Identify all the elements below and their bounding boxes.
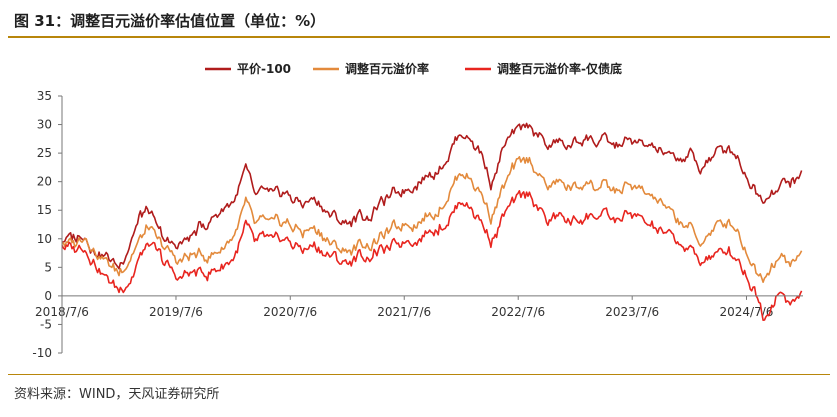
x-axis-ticks: 2018/7/6 2019/7/6 2020/7/6 2021/7/6 2022/7/6…: [35, 295, 774, 319]
x-tick-label: 2020/7/6: [263, 305, 317, 319]
y-tick-label: 5: [44, 260, 52, 274]
legend-label: 调整百元溢价率-仅债底: [497, 61, 622, 76]
y-tick-label: 10: [37, 232, 52, 246]
series-line: [61, 156, 803, 283]
source-note: 资料来源：WIND，天风证券研究所: [14, 387, 220, 402]
y-tick-label: 15: [37, 203, 52, 217]
line-chart: 平价-100 调整百元溢价率 调整百元溢价率-仅债底 35 30 25 20 15 10 5 0 -…: [32, 61, 803, 360]
y-tick-label: -5: [40, 317, 52, 331]
y-tick-label: 35: [37, 89, 52, 103]
figure-title: 图 31：调整百元溢价率估值位置（单位：%）: [14, 12, 326, 30]
legend-label: 平价-100: [237, 62, 291, 76]
y-tick-label: 25: [37, 146, 52, 160]
series-line: [61, 122, 803, 270]
x-tick-label: 2019/7/6: [149, 305, 203, 319]
legend-label: 调整百元溢价率: [345, 61, 429, 76]
x-tick-label: 2023/7/6: [605, 305, 659, 319]
source-rule: [8, 374, 830, 375]
title-rule: [8, 36, 830, 38]
y-tick-label: -10: [32, 346, 52, 360]
y-axis-ticks: 35 30 25 20 15 10 5 0 -5 -10: [32, 89, 62, 360]
series-line: [61, 190, 803, 321]
y-tick-label: 20: [37, 175, 52, 189]
x-tick-label: 2021/7/6: [377, 305, 431, 319]
x-tick-label: 2024/7/6: [720, 305, 774, 319]
series-lines: [61, 122, 803, 321]
y-tick-label: 0: [44, 289, 52, 303]
x-tick-label: 2022/7/6: [491, 305, 545, 319]
legend: 平价-100 调整百元溢价率 调整百元溢价率-仅债底: [205, 61, 622, 76]
y-tick-label: 30: [37, 118, 52, 132]
